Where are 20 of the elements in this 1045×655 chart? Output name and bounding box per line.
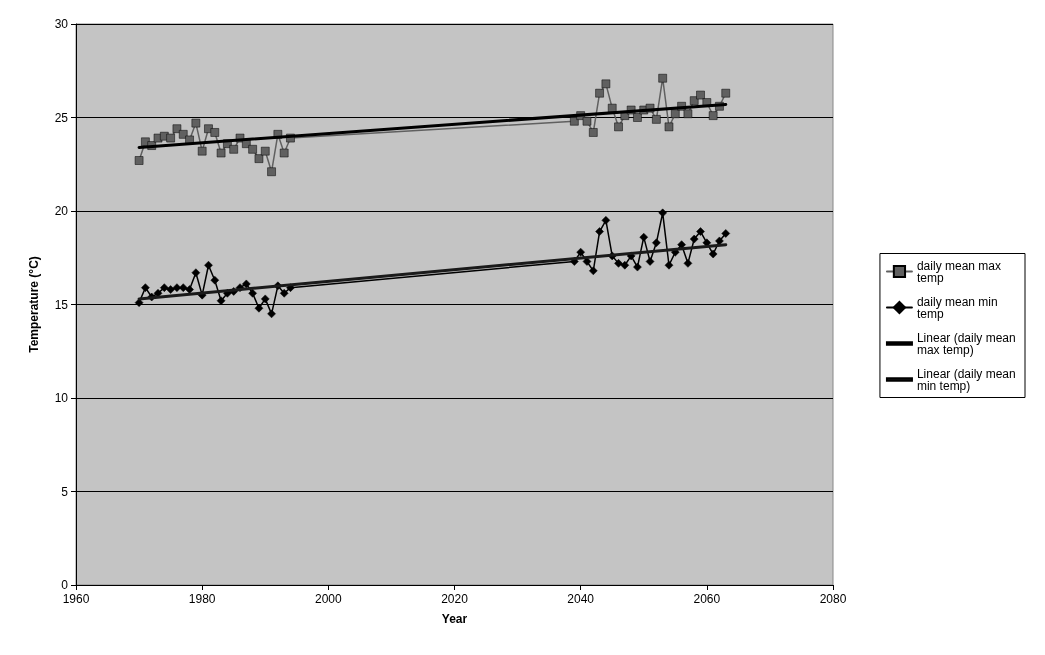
y-axis-title: Temperature (°C) xyxy=(27,256,41,353)
x-tick-label: 1960 xyxy=(62,592,90,606)
y-tick-label: 20 xyxy=(54,204,69,218)
x-tick-label: 2080 xyxy=(819,592,847,606)
y-tick-label: 15 xyxy=(54,297,69,312)
legend-label: Linear (daily mean min temp) xyxy=(916,366,1020,393)
x-axis-title: Year xyxy=(441,612,468,626)
y-tick-label: 25 xyxy=(54,110,69,125)
x-tick-label: 1980 xyxy=(188,592,216,606)
y-tick-label: 30 xyxy=(54,17,69,31)
y-tick-label: 5 xyxy=(61,484,69,499)
y-tick-label: 10 xyxy=(54,391,69,405)
x-tick-label: 2000 xyxy=(314,592,342,606)
legend-label: daily mean min temp xyxy=(916,294,1001,321)
x-tick-label: 2020 xyxy=(441,592,469,606)
legend-label: Linear (daily mean max temp) xyxy=(916,330,1020,357)
legend-label: daily mean max temp xyxy=(916,258,1005,285)
x-tick-label: 2060 xyxy=(693,592,721,606)
x-tick-label: 2040 xyxy=(567,592,595,606)
y-tick-label: 0 xyxy=(61,578,69,592)
